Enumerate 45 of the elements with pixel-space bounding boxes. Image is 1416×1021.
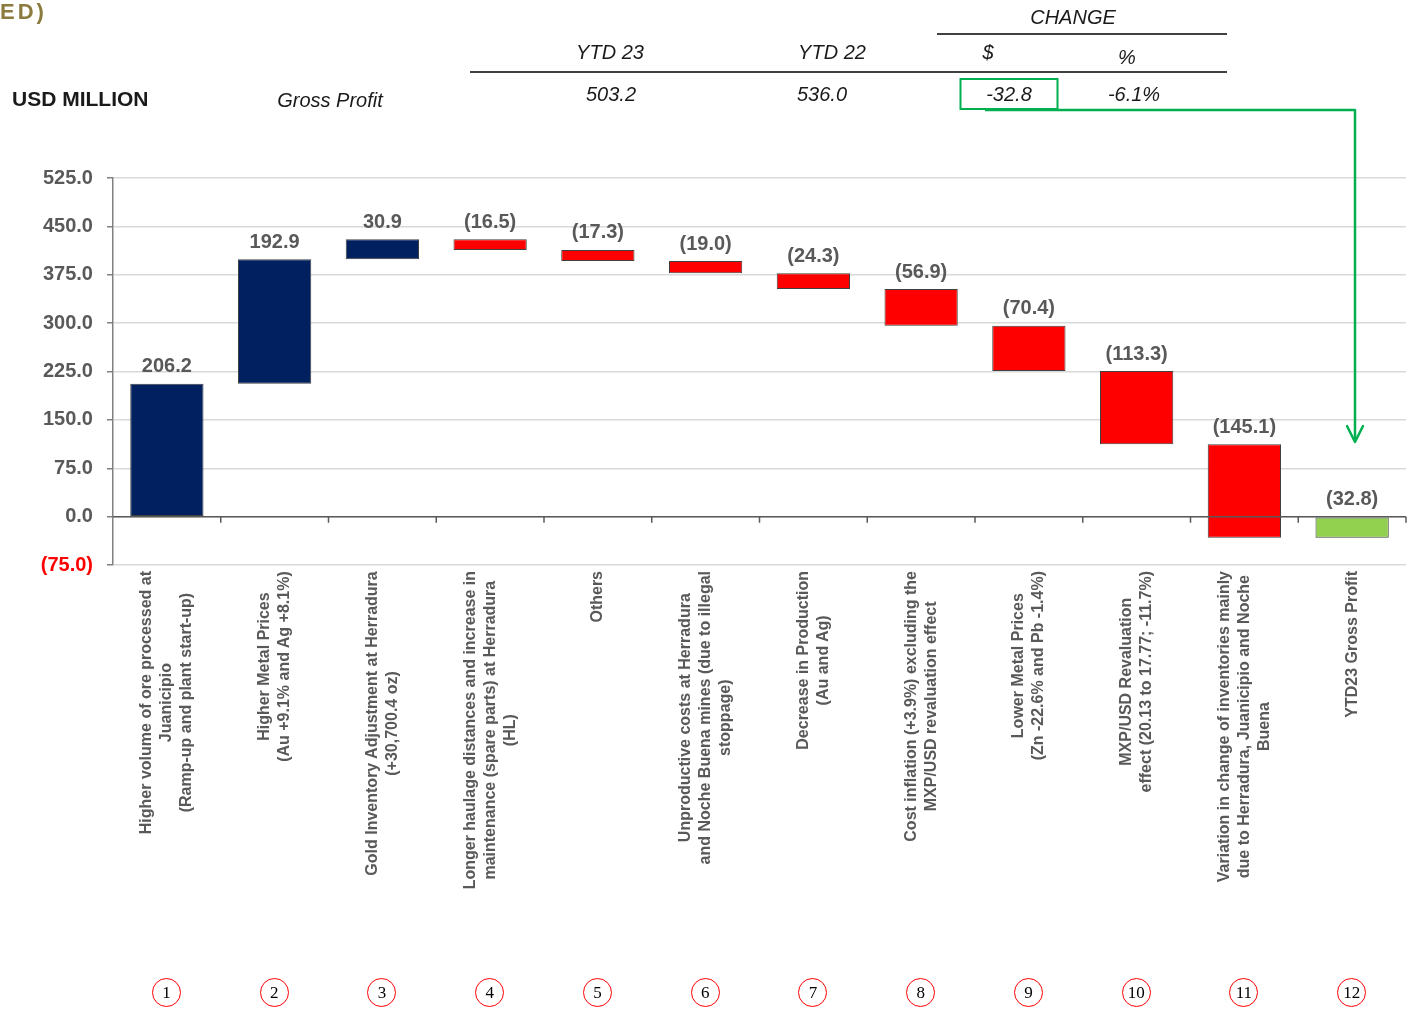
- x-tick-label: Variation in change of inventories mainly due to Herradura, Juanicipio and Noche Buena: [1214, 570, 1272, 883]
- x-tick-label: Unproductive costs at Herradura and Noche Buena mines (due to illegal stoppage): [676, 571, 734, 865]
- x-tick-label: Longer haulage distances and increase in maintenance (spare parts) at Herradura (HL): [460, 571, 518, 890]
- y-tick-label: 525.0: [42, 165, 93, 188]
- data-label: (70.4): [1002, 296, 1055, 319]
- x-tick-label: YTD23 Gross Profit: [1342, 570, 1360, 718]
- data-label: 192.9: [249, 229, 300, 252]
- text: %: [1118, 45, 1136, 68]
- data-label: (24.3): [787, 243, 840, 266]
- y-tick-label: 225.0: [42, 359, 93, 382]
- text: 503.2: [585, 82, 637, 105]
- y-tick-label: 450.0: [42, 213, 93, 236]
- text: YTD 22: [798, 40, 866, 63]
- x-tick-label: Higher volume of ore processed at Juanicipio (Ramp-up and plant start-up): [137, 570, 195, 835]
- data-label: 206.2: [141, 354, 192, 377]
- outline-box: -32.8: [959, 78, 1059, 110]
- chart-title: ED): [0, 0, 47, 24]
- x-tick-label: Others: [588, 570, 606, 623]
- y-tick-label: 300.0: [42, 310, 93, 333]
- data-label: (56.9): [895, 259, 948, 282]
- y-tick-label: 150.0: [42, 407, 93, 430]
- data-label: (113.3): [1105, 341, 1168, 364]
- text: $: [982, 40, 994, 63]
- text: 536.0: [796, 82, 848, 105]
- y-tick-label: (75.0): [40, 552, 93, 575]
- data-label: (19.0): [679, 231, 732, 254]
- x-tick-label: Gold Inventory Adjustment at Herradura (+30,700.4 oz): [362, 571, 400, 876]
- y-tick-label: 75.0: [54, 455, 93, 478]
- x-tick-label: Lower Metal Prices (Zn -22.6% and Pb -1.4%): [1009, 571, 1047, 761]
- data-label: (145.1): [1212, 414, 1277, 437]
- x-tick-label: Cost inflation (+3.9%) excluding the MXP/USD revaluation effect: [901, 570, 939, 842]
- data-label: (32.8): [1326, 487, 1379, 510]
- x-tick-label: Decrease in Production (Au and Ag): [793, 571, 831, 750]
- x-tick-label: Higher Metal Prices (Au +9.1% and Ag +8.1%): [255, 571, 293, 762]
- text: -6.1%: [1107, 82, 1161, 105]
- x-tick-label: MXP/USD Revaluation effect (20.13 to 17.77; -11.7%): [1117, 571, 1155, 793]
- text: USD MILLION: [12, 86, 149, 110]
- data-label: 30.9: [362, 209, 402, 232]
- text: YTD 23: [576, 40, 644, 63]
- y-tick-label: 375.0: [42, 262, 93, 285]
- data-label: (17.3): [571, 220, 624, 243]
- y-tick-label: 0.0: [65, 504, 93, 527]
- data-label: (16.5): [464, 209, 517, 232]
- text: Gross Profit: [277, 88, 383, 111]
- text: CHANGE: [1030, 5, 1116, 28]
